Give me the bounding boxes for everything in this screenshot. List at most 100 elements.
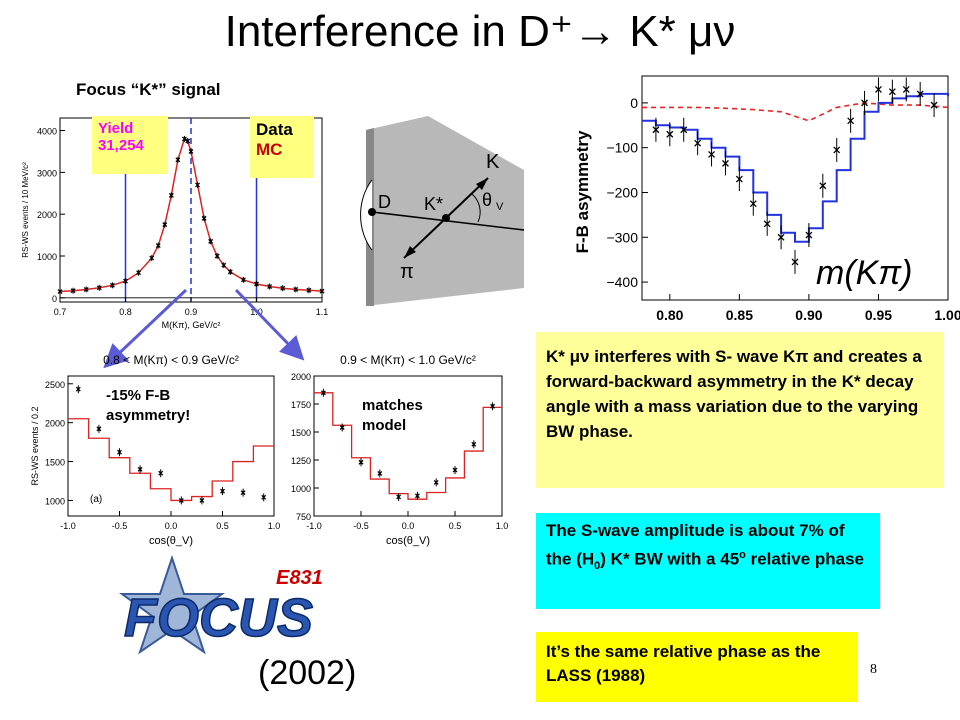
data-point <box>874 85 882 93</box>
y-axis-label: RS-WS events / 10 MeV/c² <box>21 162 30 258</box>
x-tick-label: 0.0 <box>402 521 415 531</box>
data-point <box>201 215 207 221</box>
logo-tag: E831 <box>276 567 323 589</box>
data-point <box>293 286 299 292</box>
data-point <box>320 390 326 396</box>
y-tick-label: 1000 <box>291 484 311 494</box>
data-point <box>109 282 115 288</box>
y-axis-label: RS-WS events / 0.2 <box>30 406 40 485</box>
y-tick-label: 1750 <box>291 400 311 410</box>
text2-sup: o <box>739 549 746 561</box>
data-point <box>149 255 155 261</box>
data-point <box>181 136 187 142</box>
slide-title: Interference in D⁺→ K* μν <box>224 7 736 56</box>
text2-part-b: ) K* BW with a 45 <box>600 549 740 569</box>
x-tick-label: 1.0 <box>268 521 281 531</box>
y-tick-label: 1500 <box>45 458 65 468</box>
asymmetry-chart: 0.80 0.85 0.90 0.95 1.00 0 −100 −200 −300 −400 F-B… <box>573 75 960 323</box>
asymmetry-note-line1: -15% F-B <box>106 387 171 404</box>
data-point <box>791 258 799 266</box>
data-point <box>96 285 102 291</box>
data-point <box>168 192 174 198</box>
x-tick-label: 0.0 <box>165 521 178 531</box>
mass-annotation: m(Kπ) <box>816 254 912 292</box>
data-point <box>227 269 233 275</box>
data-point <box>178 497 184 503</box>
y-tick-label: 3000 <box>37 168 57 178</box>
diagram-d-arc <box>360 179 373 251</box>
data-point <box>185 138 191 144</box>
data-point <box>680 126 688 134</box>
chart-title: 0.8 < M(Kπ) < 0.9 GeV/c² <box>103 353 239 367</box>
cos-high-chart: 0.9 < M(Kπ) < 1.0 GeV/c² -1.0 -0.5 0.0 0.5 1.… <box>291 353 508 547</box>
x-tick-label: -0.5 <box>353 521 369 531</box>
model-note-line1: matches <box>362 397 423 414</box>
x-tick-label: -0.5 <box>112 521 128 531</box>
x-tick-label: -1.0 <box>306 521 322 531</box>
data-point <box>888 88 896 96</box>
publication-year: (2002) <box>258 654 357 692</box>
chart-title: 0.9 < M(Kπ) < 1.0 GeV/c² <box>340 353 476 367</box>
data-point <box>158 470 164 476</box>
yield-box: Yield 31,254 <box>92 116 168 174</box>
x-tick-label: 0.7 <box>54 307 67 317</box>
data-point <box>188 148 194 154</box>
data-point <box>833 146 841 154</box>
data-point <box>155 243 161 249</box>
data-point <box>847 117 855 125</box>
diagram-d-dot <box>368 208 376 216</box>
data-point <box>805 231 813 239</box>
y-tick-label: 1000 <box>45 496 65 506</box>
y-tick-label: −300 <box>606 229 638 245</box>
decay-angle-diagram: K D K* π θ V <box>360 116 525 306</box>
data-point <box>240 277 246 283</box>
cos-low-chart: 0.8 < M(Kπ) < 0.9 GeV/c² -1.0 -0.5 0.0 0.5 1.… <box>30 353 281 547</box>
y-tick-label: 2500 <box>45 380 65 390</box>
diagram-theta-arc <box>471 193 481 223</box>
data-point <box>414 493 420 499</box>
model-note: matches model <box>362 396 423 436</box>
data-point <box>254 281 259 287</box>
page-number: 8 <box>870 662 877 677</box>
plot-frame <box>641 75 949 301</box>
x-tick-label: 0.90 <box>795 307 822 323</box>
text2-part-a: The S-wave amplitude is about 7% of the … <box>546 521 845 569</box>
x-tick-label: 0.8 <box>119 307 132 317</box>
data-point <box>694 139 702 147</box>
data-point <box>666 130 674 138</box>
legend-mc: MC <box>256 140 283 159</box>
data-point <box>819 182 827 190</box>
focus-logo: E831 FOCUS <box>118 554 323 655</box>
y-tick-label: 2000 <box>45 419 65 429</box>
data-point <box>117 449 122 455</box>
data-point <box>175 157 181 163</box>
y-tick-label: 750 <box>296 512 311 522</box>
diagram-label-theta-sub: V <box>496 201 504 213</box>
data-point <box>137 466 143 472</box>
x-axis-label: M(Kπ), GeV/c² <box>162 320 221 330</box>
data-point <box>777 233 785 241</box>
y-tick-label: 1000 <box>37 252 57 262</box>
x-tick-label: 0.9 <box>185 307 198 317</box>
data-point <box>195 182 201 188</box>
legend-data: Data <box>256 120 293 139</box>
data-point <box>280 285 286 291</box>
data-point <box>221 262 227 268</box>
asymmetry-note-line2: asymmetry! <box>106 407 191 424</box>
x-axis-label: cos(θ_V) <box>149 535 193 547</box>
data-point <box>96 426 102 432</box>
data-point <box>735 175 743 183</box>
focus-signal-label: Focus “K*” signal <box>76 80 221 99</box>
logo-text: FOCUS <box>124 588 313 648</box>
data-point <box>377 470 383 476</box>
interference-explanation: K* μν interferes with S- wave Kπ and cre… <box>536 332 944 488</box>
diagram-k-arrowhead <box>476 178 488 190</box>
diagram-label-theta: θ <box>482 190 492 210</box>
x-tick-label: 1.1 <box>316 307 329 317</box>
data-point <box>471 441 477 447</box>
diagram-label-d: D <box>378 192 391 212</box>
text2-part-c: relative phase <box>745 549 865 569</box>
data-point <box>220 488 225 494</box>
